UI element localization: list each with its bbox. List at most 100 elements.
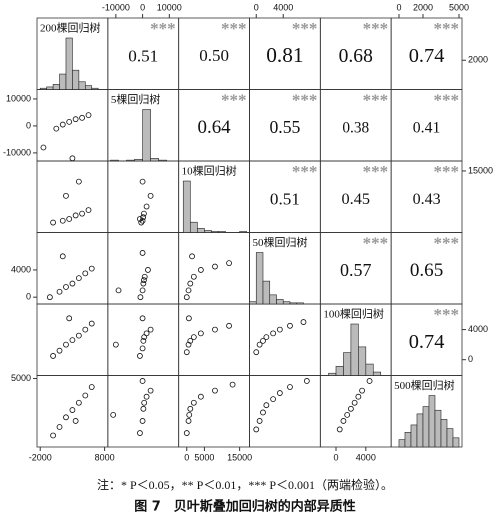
histogram-bar — [404, 431, 412, 448]
panel — [178, 232, 250, 305]
point — [300, 319, 307, 325]
point — [141, 210, 147, 217]
point — [185, 418, 192, 424]
point — [197, 330, 204, 337]
variable-name: 500棵回归树 — [394, 378, 455, 392]
point — [197, 393, 204, 400]
histogram-bar — [335, 366, 344, 376]
correlation: 0.45 — [342, 189, 371, 208]
panel — [319, 375, 392, 448]
point — [183, 294, 190, 301]
point — [140, 337, 147, 344]
point — [69, 155, 76, 162]
y-tick-label: 0 — [26, 292, 31, 302]
histogram-bar — [150, 158, 159, 162]
histogram-bar — [358, 346, 367, 376]
histogram-bar — [440, 419, 448, 448]
y-tick-label: 0 — [26, 120, 31, 130]
point — [260, 409, 266, 416]
point — [110, 411, 117, 418]
correlation: 0.74 — [409, 331, 445, 353]
point — [226, 260, 232, 267]
x-tick-label: 2000 — [413, 2, 433, 12]
point — [147, 387, 154, 394]
panel — [249, 303, 321, 376]
point — [185, 341, 192, 348]
point — [226, 322, 232, 329]
histogram-bar — [255, 252, 264, 305]
point — [56, 347, 63, 354]
point — [75, 332, 82, 339]
x-tick-label: 5000 — [194, 452, 214, 462]
significance: *** — [363, 233, 389, 252]
point — [85, 207, 92, 213]
histogram-bar — [434, 409, 442, 448]
point — [229, 381, 236, 388]
point — [276, 390, 283, 396]
x-tick-label: -10000 — [102, 2, 130, 12]
point — [63, 192, 69, 199]
point — [72, 116, 79, 123]
point — [137, 353, 143, 359]
point — [186, 411, 193, 418]
histogram-bar — [398, 439, 406, 448]
histogram-bar — [452, 437, 460, 448]
histogram-bar — [372, 371, 382, 376]
significance: *** — [363, 19, 389, 38]
point — [143, 393, 150, 400]
point — [82, 270, 89, 277]
correlation: 0.68 — [339, 46, 373, 67]
histogram-bar — [282, 301, 291, 305]
point — [351, 399, 358, 406]
point — [348, 405, 354, 412]
correlation: 0.41 — [413, 119, 441, 136]
variable-name: 200棵回归树 — [40, 21, 101, 35]
point — [212, 387, 218, 394]
point — [187, 405, 194, 412]
histogram-bar — [410, 424, 418, 448]
point — [137, 430, 143, 436]
variable-name: 100棵回归树 — [323, 307, 384, 321]
x-tick-label: -2000 — [29, 452, 52, 462]
point — [253, 426, 260, 433]
point — [66, 216, 73, 222]
significance: *** — [434, 19, 460, 38]
correlation: 0.51 — [128, 46, 158, 65]
x-tick-label: 0 — [254, 2, 259, 12]
panel — [36, 89, 109, 162]
point — [183, 349, 190, 356]
point — [355, 393, 362, 400]
histogram-bar — [365, 363, 374, 376]
significance: *** — [292, 90, 318, 109]
point — [59, 253, 66, 260]
point — [139, 178, 146, 185]
x-tick-label: 0 — [184, 452, 189, 462]
point — [69, 407, 76, 413]
y-tick-label: 15000 — [468, 165, 493, 175]
x-tick-label: 0 — [396, 2, 401, 12]
histogram-bar — [422, 406, 430, 448]
histogram-bar — [91, 87, 99, 90]
histogram-bar — [276, 299, 284, 305]
y-tick-label: 4000 — [11, 264, 31, 274]
point — [147, 192, 154, 199]
histogram-bar — [72, 69, 80, 90]
point — [79, 114, 85, 121]
x-tick-label: 5000 — [449, 2, 469, 12]
histogram-bar — [204, 230, 212, 233]
y-tick-label: 10000 — [6, 93, 31, 103]
panel — [178, 303, 250, 376]
histogram-bar — [239, 231, 247, 233]
point — [336, 426, 343, 433]
point — [366, 378, 373, 384]
point — [276, 326, 283, 333]
point — [270, 396, 277, 403]
note: 注：* P＜0.05，** P＜0.01，*** P＜0.001（两端检验）。 — [97, 477, 393, 492]
point — [141, 399, 148, 406]
point — [212, 263, 218, 270]
point — [287, 322, 293, 329]
histogram-bar — [446, 428, 454, 448]
point — [197, 267, 204, 273]
histogram-bar — [142, 109, 151, 162]
point — [140, 405, 147, 412]
